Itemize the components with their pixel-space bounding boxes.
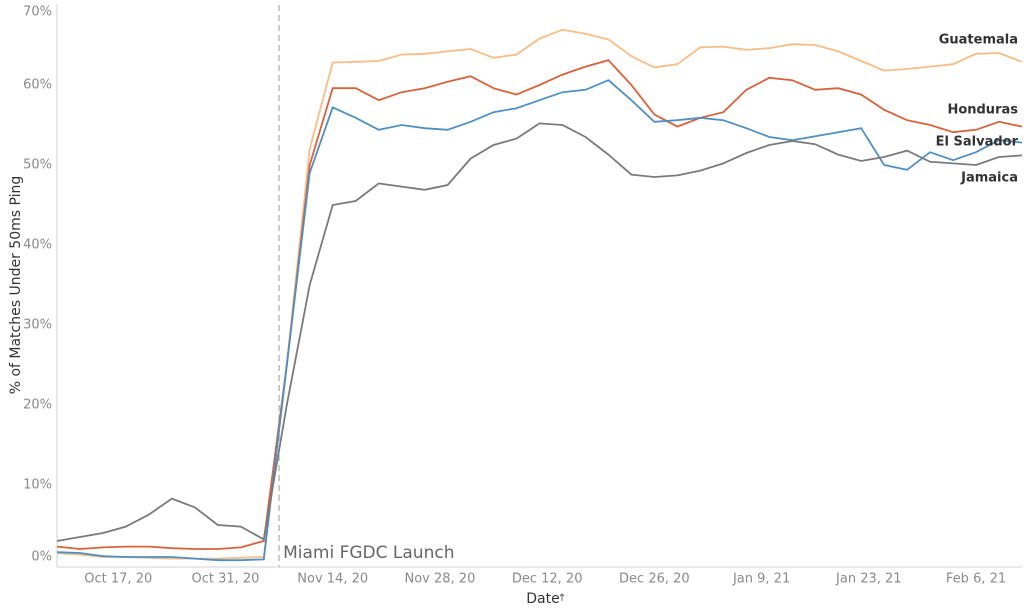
series-label: Honduras (947, 103, 1018, 118)
y-tick-label: 60% (23, 78, 52, 93)
y-axis-title: % of Matches Under 50ms Ping (8, 176, 24, 395)
x-axis-title: Date (526, 591, 559, 607)
y-tick-label: 30% (23, 318, 52, 333)
x-tick-label: Oct 31, 20 (192, 572, 260, 587)
sort-icon (559, 593, 565, 601)
x-tick-label: Nov 28, 20 (405, 572, 476, 587)
x-tick-label: Nov 14, 20 (297, 572, 368, 587)
series-label: Guatemala (939, 33, 1018, 48)
x-tick-label: Oct 17, 20 (84, 572, 152, 587)
x-tick-label: Feb 6, 21 (946, 572, 1006, 587)
y-tick-label: 70% (23, 5, 52, 20)
series-label: El Salvador (936, 135, 1019, 150)
y-tick-label: 20% (23, 398, 52, 413)
series-line (56, 122, 1023, 542)
series-line (56, 79, 1023, 562)
y-tick-label: 50% (23, 158, 52, 173)
series-line (56, 28, 1023, 560)
series-label: Jamaica (960, 171, 1018, 186)
series-line (56, 59, 1023, 550)
x-tick-label: Jan 23, 21 (835, 572, 902, 587)
launch-label: Miami FGDC Launch (283, 543, 454, 563)
y-tick-label: 10% (23, 478, 52, 493)
y-tick-label: 40% (23, 238, 52, 253)
x-tick-label: Jan 9, 21 (732, 572, 790, 587)
x-tick-label: Dec 26, 20 (619, 572, 690, 587)
y-tick-label: 0% (31, 550, 52, 565)
x-tick-label: Dec 12, 20 (512, 572, 583, 587)
